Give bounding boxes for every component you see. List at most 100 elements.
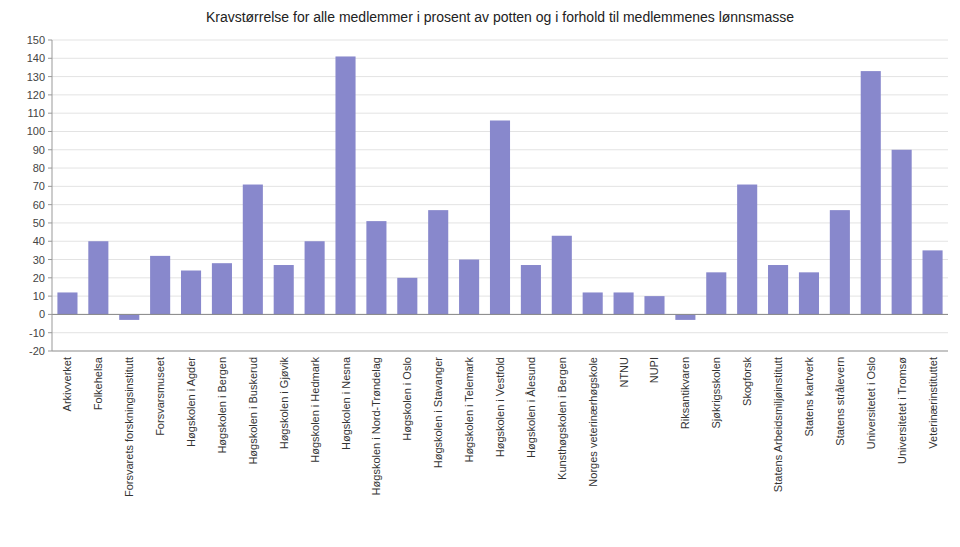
- grid: [52, 40, 948, 351]
- bar: [88, 241, 108, 314]
- category-label: Folkehelsa: [92, 356, 104, 410]
- category-label: Kunsthøgskolen i Bergen: [556, 357, 568, 480]
- bar: [274, 265, 294, 314]
- category-label: Høgskolen i Telemark: [463, 357, 475, 463]
- tick-mark: [48, 131, 52, 132]
- tick-mark: [48, 259, 52, 260]
- bars: [57, 56, 942, 319]
- bar: [768, 265, 788, 314]
- category-label: Statens Arbeidsmiljøinstitutt: [772, 357, 784, 492]
- category-label: Skogforsk: [741, 357, 753, 406]
- category-label: Høgskolen i Nesna: [340, 356, 352, 450]
- bar: [397, 278, 417, 315]
- tick-label: 30: [33, 254, 45, 266]
- grid-line: [52, 351, 948, 352]
- tick-label: 140: [27, 52, 45, 64]
- tick-label: 110: [27, 107, 45, 119]
- category-label: Veterinærinstituttet: [927, 357, 939, 449]
- tick-label: 90: [33, 144, 45, 156]
- bar: [892, 150, 912, 315]
- category-label: Arkivverket: [61, 357, 73, 411]
- tick-mark: [48, 168, 52, 169]
- category-label: Høgskolen i Agder: [185, 357, 197, 447]
- tick-label: 100: [27, 125, 45, 137]
- tick-label: 50: [33, 217, 45, 229]
- bar: [366, 221, 386, 314]
- title: Kravstørrelse for alle medlemmer i prose…: [206, 9, 794, 25]
- bar: [335, 56, 355, 314]
- category-label: Høgskolen i Oslo: [401, 357, 413, 441]
- tick-mark: [48, 351, 52, 352]
- bar: [181, 271, 201, 315]
- category-label: Høgskolen i Ålesund: [525, 357, 537, 458]
- bar: [861, 71, 881, 314]
- tick-label: 130: [27, 71, 45, 83]
- bar: [706, 272, 726, 314]
- grid-line: [52, 314, 948, 315]
- grid-line: [52, 94, 948, 95]
- tick-mark: [48, 186, 52, 187]
- category-label: Høgskolen i Stavanger: [432, 357, 444, 469]
- tick-mark: [48, 113, 52, 114]
- tick-mark: [48, 314, 52, 315]
- tick-mark: [48, 277, 52, 278]
- category-label: Statens strålevern: [834, 357, 846, 446]
- category-label: NTNU: [618, 357, 630, 388]
- bar: [57, 292, 77, 314]
- grid-line: [52, 40, 948, 41]
- tick-mark: [48, 149, 52, 150]
- tick-label: 0: [39, 308, 45, 320]
- bar: [830, 210, 850, 314]
- grid-line: [52, 113, 948, 114]
- bar: [119, 314, 139, 319]
- bar: [644, 296, 664, 314]
- tick-mark: [48, 76, 52, 77]
- bar: [552, 236, 572, 315]
- bar: [521, 265, 541, 314]
- grid-line: [52, 58, 948, 59]
- category-label: Sjøkrigsskolen: [710, 357, 722, 429]
- chart-svg: Kravstørrelse for alle medlemmer i prose…: [0, 0, 960, 547]
- tick-label: 120: [27, 89, 45, 101]
- bar: [799, 272, 819, 314]
- category-label: Høgskolen i Buskerud: [247, 357, 259, 465]
- category-label: Universitetet i Oslo: [865, 357, 877, 449]
- category-label: NUPI: [648, 357, 660, 383]
- grid-line: [52, 332, 948, 333]
- category-label: Høgskolen i Nord-Trøndelag: [370, 357, 382, 495]
- grid-line: [52, 76, 948, 77]
- bar: [243, 185, 263, 315]
- tick-label: 70: [33, 180, 45, 192]
- x-axis-line: [52, 351, 948, 352]
- tick-mark: [48, 296, 52, 297]
- bar: [923, 250, 943, 314]
- bar: [459, 260, 479, 315]
- tick-label: 80: [33, 162, 45, 174]
- bar: [675, 314, 695, 319]
- bar: [490, 120, 510, 314]
- category-label: Forsvarets forskningsinstitutt: [123, 357, 135, 497]
- category-label: Norges veterinærhøgskole: [587, 357, 599, 487]
- x-axis: Arkivverket Folkehelsa Forsvarets forsknin…: [61, 356, 938, 497]
- bar: [583, 292, 603, 314]
- tick-mark: [48, 332, 52, 333]
- bar: [212, 263, 232, 314]
- bar: [614, 292, 634, 314]
- tick-label: 60: [33, 199, 45, 211]
- tick-label: 40: [33, 235, 45, 247]
- bar: [150, 256, 170, 315]
- category-label: Statens kartverk: [803, 357, 815, 437]
- tick-mark: [48, 94, 52, 95]
- bar: [737, 185, 757, 315]
- bar: [305, 241, 325, 314]
- bar: [428, 210, 448, 314]
- category-label: Høgskolen i Hedmark: [309, 357, 321, 463]
- tick-mark: [48, 222, 52, 223]
- category-label: Høgskolen i Bergen: [216, 357, 228, 454]
- tick-label: -10: [29, 327, 45, 339]
- category-label: Universitetet i Tromsø: [896, 357, 908, 464]
- category-label: Forsvarsmuseet: [154, 357, 166, 436]
- tick-mark: [48, 40, 52, 41]
- tick-label: 10: [33, 290, 45, 302]
- y-axis-line: [52, 40, 53, 351]
